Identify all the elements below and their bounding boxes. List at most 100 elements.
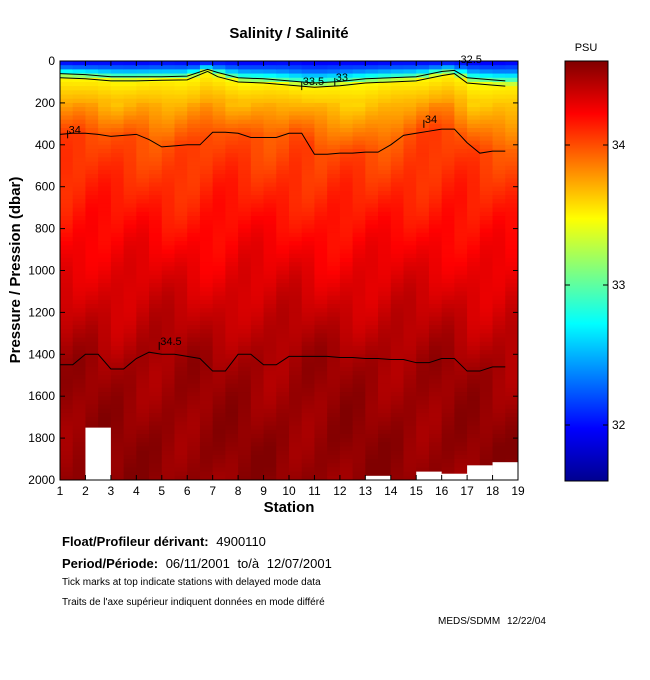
- period-to: to/à: [237, 556, 260, 571]
- heat-cell: [339, 245, 354, 251]
- heat-cell: [263, 412, 277, 418]
- heat-cell: [301, 379, 316, 385]
- heat-cell: [378, 266, 392, 272]
- heat-cell: [428, 73, 443, 79]
- heat-cell: [378, 232, 392, 238]
- heat-cell: [505, 316, 518, 322]
- heat-cell: [505, 174, 518, 179]
- heat-cell: [416, 433, 430, 439]
- heat-cell: [416, 425, 430, 431]
- heat-cell: [225, 412, 239, 418]
- heat-cell: [365, 236, 379, 242]
- heat-cell: [238, 178, 252, 184]
- heat-cell: [314, 102, 328, 108]
- heat-cell: [365, 262, 379, 267]
- heat-cell: [263, 345, 277, 351]
- heat-cell: [416, 329, 430, 334]
- heat-cell: [199, 324, 214, 330]
- heat-cell: [98, 81, 112, 87]
- heat-cell: [161, 379, 176, 385]
- heat-cell: [467, 392, 481, 397]
- heat-cell: [378, 195, 392, 200]
- heat-cell: [365, 73, 379, 79]
- heat-cell: [479, 375, 494, 381]
- heat-cell: [161, 383, 176, 389]
- heat-cell: [85, 308, 99, 313]
- heat-cell: [505, 186, 518, 192]
- heat-cell: [199, 128, 214, 133]
- heat-cell: [314, 362, 328, 368]
- heat-cell: [301, 140, 316, 146]
- heat-cell: [98, 182, 112, 188]
- heat-cell: [378, 211, 392, 217]
- heat-cell: [187, 140, 201, 146]
- heat-cell: [161, 320, 176, 326]
- heat-cell: [352, 392, 366, 397]
- heat-cell: [136, 278, 150, 284]
- heat-cell: [187, 312, 201, 318]
- heat-cell: [454, 274, 468, 280]
- heat-cell: [187, 61, 201, 66]
- heat-cell: [110, 94, 125, 100]
- heat-cell: [174, 128, 188, 133]
- heat-cell: [250, 65, 265, 70]
- heat-cell: [136, 392, 150, 397]
- heat-cell: [441, 236, 455, 242]
- heat-cell: [403, 77, 417, 83]
- heat-cell: [225, 270, 239, 276]
- heat-cell: [149, 354, 163, 360]
- heat-cell: [212, 245, 226, 251]
- heat-cell: [136, 81, 150, 87]
- heat-cell: [149, 207, 163, 213]
- heat-cell: [352, 429, 366, 435]
- heat-cell: [390, 136, 405, 142]
- heat-cell: [238, 387, 252, 393]
- heat-cell: [263, 467, 277, 473]
- heat-cell: [467, 140, 481, 146]
- heat-cell: [390, 459, 405, 464]
- heat-cell: [98, 249, 112, 255]
- heat-cell: [505, 203, 518, 209]
- heat-cell: [225, 400, 239, 406]
- heat-cell: [314, 161, 328, 167]
- heat-cell: [403, 211, 417, 217]
- heat-cell: [390, 224, 405, 230]
- contour-line-34: [60, 128, 506, 155]
- heat-cell: [365, 387, 379, 393]
- heat-cell: [161, 354, 176, 360]
- heat-cell: [199, 412, 214, 418]
- heat-cell: [60, 467, 74, 473]
- heat-cell: [123, 190, 137, 196]
- heat-cell: [339, 412, 354, 418]
- missing-data-block: [416, 471, 442, 480]
- heat-cell: [199, 107, 214, 112]
- heat-cell: [467, 98, 481, 104]
- heat-cell: [161, 450, 176, 456]
- heat-cell: [365, 337, 379, 343]
- heat-cell: [98, 283, 112, 288]
- heat-cell: [301, 245, 316, 251]
- heat-cell: [403, 190, 417, 196]
- heat-cell: [161, 429, 176, 435]
- heat-cell: [276, 354, 290, 360]
- heat-cell: [263, 417, 277, 422]
- heat-cell: [123, 341, 137, 347]
- heat-cell: [479, 136, 494, 142]
- heat-cell: [187, 115, 201, 121]
- heat-cell: [60, 224, 74, 230]
- heat-cell: [212, 81, 226, 87]
- heat-cell: [378, 379, 392, 385]
- heat-cell: [301, 161, 316, 167]
- heat-cell: [505, 257, 518, 263]
- heat-cell: [263, 236, 277, 242]
- heat-cell: [72, 475, 87, 480]
- heat-cell: [441, 362, 455, 368]
- heat-cell: [85, 144, 99, 150]
- heat-cell: [174, 442, 188, 448]
- heat-cell: [212, 358, 226, 364]
- heat-cell: [314, 417, 328, 422]
- heat-cell: [378, 387, 392, 393]
- heat-cell: [199, 190, 214, 196]
- heat-cell: [327, 467, 341, 473]
- heat-cell: [505, 312, 518, 318]
